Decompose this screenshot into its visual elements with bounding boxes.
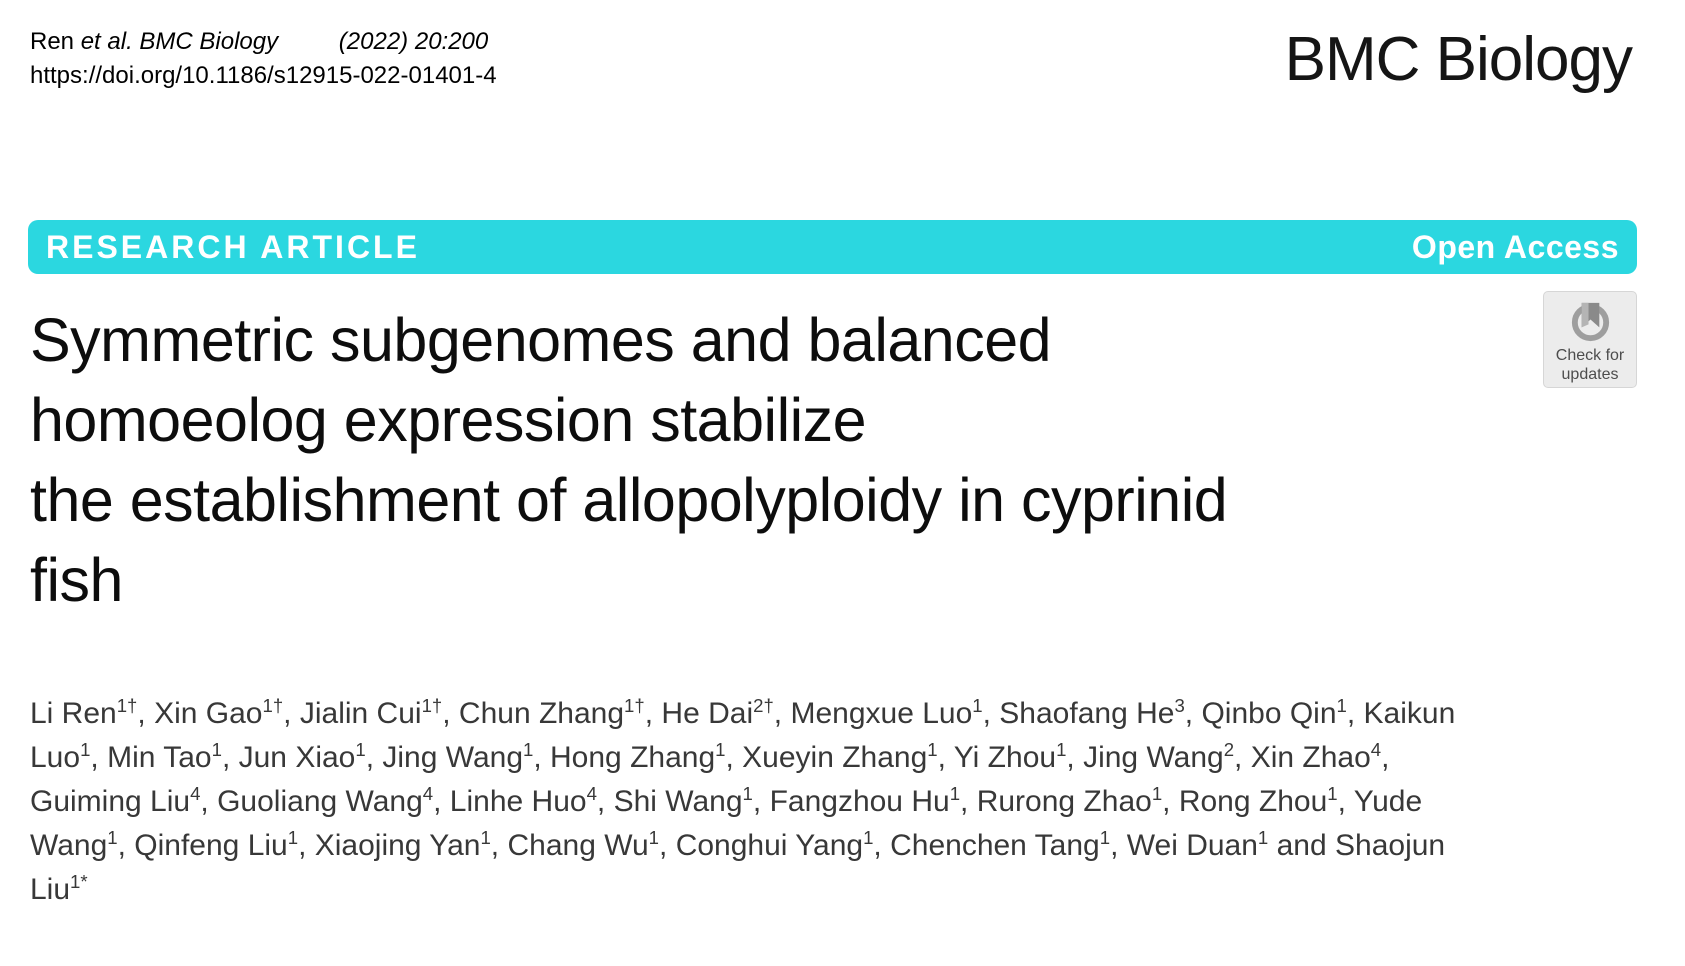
author: Guoliang Wang4 bbox=[217, 783, 434, 818]
citation-line: Ren et al. BMC Biology (2022) 20:200 bbox=[30, 26, 497, 58]
author-affiliation-sup: 1† bbox=[421, 695, 443, 716]
author-affiliation-sup: 1 bbox=[1151, 783, 1163, 804]
author-affiliation-sup: 1 bbox=[648, 827, 660, 848]
author-affiliation-sup: 1 bbox=[1336, 695, 1347, 716]
author-affiliation-sup: 1 bbox=[1327, 783, 1338, 804]
check-for-updates-badge[interactable]: Check for updates bbox=[1543, 291, 1637, 388]
author: Conghui Yang1 bbox=[675, 827, 874, 862]
author-affiliation-sup: 4 bbox=[1370, 739, 1382, 760]
badge-text-line1: Check for bbox=[1555, 347, 1625, 364]
author-affiliation-sup: 1† bbox=[116, 695, 138, 716]
author-affiliation-sup: 2 bbox=[1223, 739, 1235, 760]
author-affiliation-sup: 4 bbox=[422, 783, 434, 804]
author-list: Li Ren1†, Xin Gao1†, Jialin Cui1†, Chun … bbox=[30, 695, 1456, 906]
citation-block: Ren et al. BMC Biology (2022) 20:200 htt… bbox=[30, 26, 497, 92]
author: Xin Zhao4 bbox=[1250, 739, 1382, 774]
author-affiliation-sup: 1 bbox=[523, 739, 534, 760]
author-affiliation-sup: 1 bbox=[1257, 827, 1269, 848]
author-affiliation-sup: 1 bbox=[355, 739, 366, 760]
author-affiliation-sup: 4 bbox=[190, 783, 201, 804]
journal-logo: BMC Biology bbox=[1284, 25, 1633, 94]
article-title-line: homoeolog expression stabilize bbox=[30, 386, 867, 454]
author-affiliation-sup: 3 bbox=[1174, 695, 1185, 716]
author-affiliation-sup: 1† bbox=[262, 695, 284, 716]
citation-authors: Ren bbox=[30, 28, 75, 55]
author-affiliation-sup: 4 bbox=[586, 783, 597, 804]
author: Rong Zhou1 bbox=[1178, 783, 1338, 818]
author: Yi Zhou1 bbox=[953, 739, 1067, 774]
author-affiliation-sup: 1 bbox=[107, 827, 118, 848]
author-affiliation-sup: 1 bbox=[972, 695, 983, 716]
author: Xueyin Zhang1 bbox=[742, 739, 938, 774]
doi-link[interactable]: https://doi.org/10.1186/s12915-022-01401… bbox=[30, 62, 497, 89]
author-affiliation-sup: 1 bbox=[949, 783, 961, 804]
author-affiliation-sup: 1 bbox=[863, 827, 874, 848]
author: Mengxue Luo1 bbox=[790, 695, 983, 730]
article-title-line: fish bbox=[30, 546, 123, 614]
author-affiliation-sup: 1 bbox=[1056, 739, 1067, 760]
author: Chenchen Tang1 bbox=[890, 827, 1111, 862]
article-title-line: Symmetric subgenomes and balanced bbox=[30, 306, 1052, 374]
author: Wei Duan1 bbox=[1126, 827, 1269, 862]
author: Min Tao1 bbox=[107, 739, 222, 774]
author-affiliation-sup: 2† bbox=[753, 695, 774, 716]
author: He Dai2† bbox=[661, 695, 774, 730]
author-affiliation-sup: 1 bbox=[742, 783, 753, 804]
author-affiliation-sup: 1 bbox=[715, 739, 726, 760]
author: Jun Xiao1 bbox=[238, 739, 366, 774]
author: Hong Zhang1 bbox=[550, 739, 726, 774]
author: Shi Wang1 bbox=[613, 783, 753, 818]
open-access-label: Open Access bbox=[1411, 228, 1619, 265]
author: Shaofang He3 bbox=[999, 695, 1185, 730]
citation-issue: (2022) 20:200 bbox=[338, 28, 489, 55]
author: Rurong Zhao1 bbox=[976, 783, 1163, 818]
author-affiliation-sup: 1 bbox=[80, 739, 91, 760]
author: Li Ren1† bbox=[30, 695, 138, 730]
author: Shaojun Liu1* bbox=[30, 829, 1446, 906]
article-type-label: RESEARCH ARTICLE bbox=[46, 228, 420, 265]
author: Chang Wu1 bbox=[507, 827, 660, 862]
article-title: Symmetric subgenomes and balanced homoeo… bbox=[30, 300, 1610, 620]
citation-journal: et al. BMC Biology bbox=[80, 28, 279, 55]
author: Qinfeng Liu1 bbox=[134, 827, 299, 862]
author: Guiming Liu4 bbox=[30, 783, 201, 818]
author-affiliation-sup: 1* bbox=[70, 871, 88, 892]
author-affiliation-sup: 1† bbox=[624, 695, 645, 716]
author: Qinbo Qin1 bbox=[1201, 695, 1347, 730]
author-affiliation-sup: 1 bbox=[211, 739, 222, 760]
bookmark-in-circle-icon bbox=[1571, 302, 1609, 342]
author: Xin Gao1† bbox=[154, 695, 284, 730]
author: Fangzhou Hu1 bbox=[769, 783, 961, 818]
author: Chun Zhang1† bbox=[458, 695, 645, 730]
author: Yude Wang1 bbox=[30, 785, 1423, 862]
author-affiliation-sup: 1 bbox=[480, 827, 491, 848]
badge-text-line2: updates bbox=[1561, 366, 1619, 383]
author: Jing Wang2 bbox=[1083, 739, 1235, 774]
author: Linhe Huo4 bbox=[449, 783, 597, 818]
author: Jing Wang1 bbox=[382, 739, 534, 774]
author-affiliation-sup: 1 bbox=[927, 739, 938, 760]
author-affiliation-sup: 1 bbox=[287, 827, 299, 848]
author-affiliation-sup: 1 bbox=[1099, 827, 1111, 848]
author: Jialin Cui1† bbox=[299, 695, 443, 730]
author: Xiaojing Yan1 bbox=[314, 827, 491, 862]
article-title-line: the establishment of allopolyploidy in c… bbox=[30, 466, 1228, 534]
author: Kaikun Luo1 bbox=[30, 697, 1456, 774]
research-article-banner: RESEARCH ARTICLE Open Access bbox=[28, 220, 1637, 274]
